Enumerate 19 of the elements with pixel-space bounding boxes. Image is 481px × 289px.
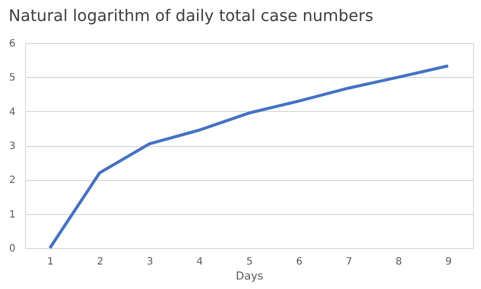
x-tick-label: 1 <box>47 256 54 268</box>
y-tick-label: 4 <box>9 106 16 118</box>
x-tick-label: 6 <box>296 256 302 268</box>
x-tick-label: 2 <box>96 256 104 268</box>
line-series <box>48 64 450 250</box>
x-tick-label: 5 <box>246 256 253 268</box>
x-tick-label: 3 <box>146 256 154 268</box>
x-tick-label: 4 <box>196 256 203 268</box>
y-tick-label: 2 <box>9 175 16 186</box>
y-tick-label: 3 <box>9 141 16 152</box>
x-axis-title: Days <box>236 270 264 282</box>
x-tick-label: 7 <box>346 256 352 268</box>
y-tick-label: 5 <box>9 72 16 84</box>
y-tick-label: 0 <box>9 244 16 254</box>
x-tick-label: 8 <box>396 256 402 268</box>
x-tick-label: 9 <box>445 256 452 268</box>
chart-title: Natural logarithm of daily total case numbers <box>8 6 374 25</box>
y-tick-label: 1 <box>9 209 16 220</box>
y-tick-label: 6 <box>9 38 16 50</box>
